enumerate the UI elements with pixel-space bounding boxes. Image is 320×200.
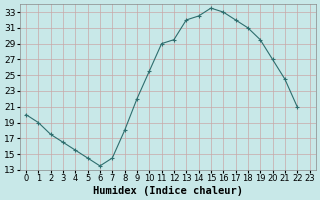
X-axis label: Humidex (Indice chaleur): Humidex (Indice chaleur) bbox=[93, 186, 243, 196]
